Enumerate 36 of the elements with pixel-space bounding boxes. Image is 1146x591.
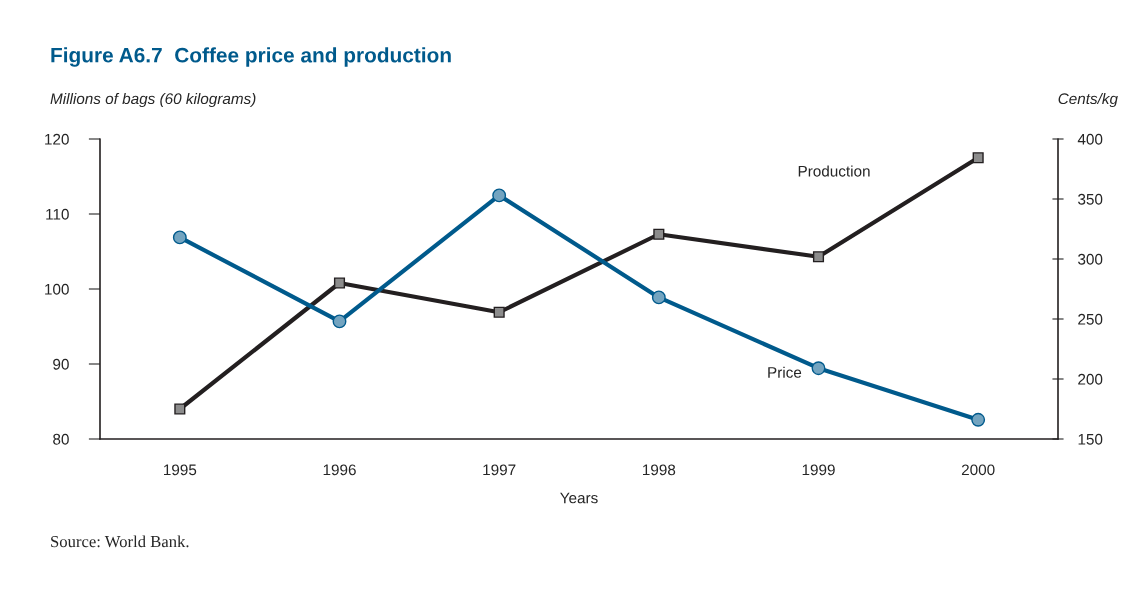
text: Production xyxy=(798,165,870,177)
point xyxy=(174,403,186,415)
x-tick-label: 1998 xyxy=(643,464,676,476)
x-tick-label: 1996 xyxy=(323,464,356,476)
y-tick-label: 110 xyxy=(46,208,69,220)
x-axis-title: Years xyxy=(560,492,598,504)
x-tick-label: 1995 xyxy=(164,464,197,476)
point xyxy=(812,251,825,263)
y-tick-label: 90 xyxy=(53,358,69,370)
y2-tick-label: 150 xyxy=(1078,433,1103,445)
y2-tick-label: 250 xyxy=(1078,313,1103,325)
point xyxy=(493,306,505,318)
y2-tick-label: 350 xyxy=(1078,193,1103,205)
x-tick-label: 2000 xyxy=(961,464,995,476)
x-tick-label: 1997 xyxy=(483,464,516,476)
y2-tick-label: 400 xyxy=(1077,133,1103,145)
point xyxy=(653,228,665,240)
y-tick-label: 120 xyxy=(45,133,69,145)
point xyxy=(971,412,986,427)
point xyxy=(972,152,984,164)
point xyxy=(492,188,507,203)
chart-title: Figure A6.7 Coffee price and production xyxy=(51,47,451,67)
source-note: Source: World Bank. xyxy=(51,535,189,548)
series-label: Price xyxy=(768,366,802,378)
point xyxy=(172,230,187,245)
y2-tick-label: 200 xyxy=(1078,373,1103,385)
point xyxy=(651,290,666,305)
y2-axis-title: Cents/kg xyxy=(1058,92,1118,108)
y2-tick-label: 300 xyxy=(1078,253,1103,265)
y-tick-label: 100 xyxy=(45,283,69,295)
y-tick-label: 80 xyxy=(53,433,69,445)
y-axis-title: Millions of bags (60 kilograms) xyxy=(50,92,256,108)
point xyxy=(332,314,347,329)
point xyxy=(811,361,826,376)
x-tick-label: 1999 xyxy=(802,464,835,476)
point xyxy=(333,277,346,289)
